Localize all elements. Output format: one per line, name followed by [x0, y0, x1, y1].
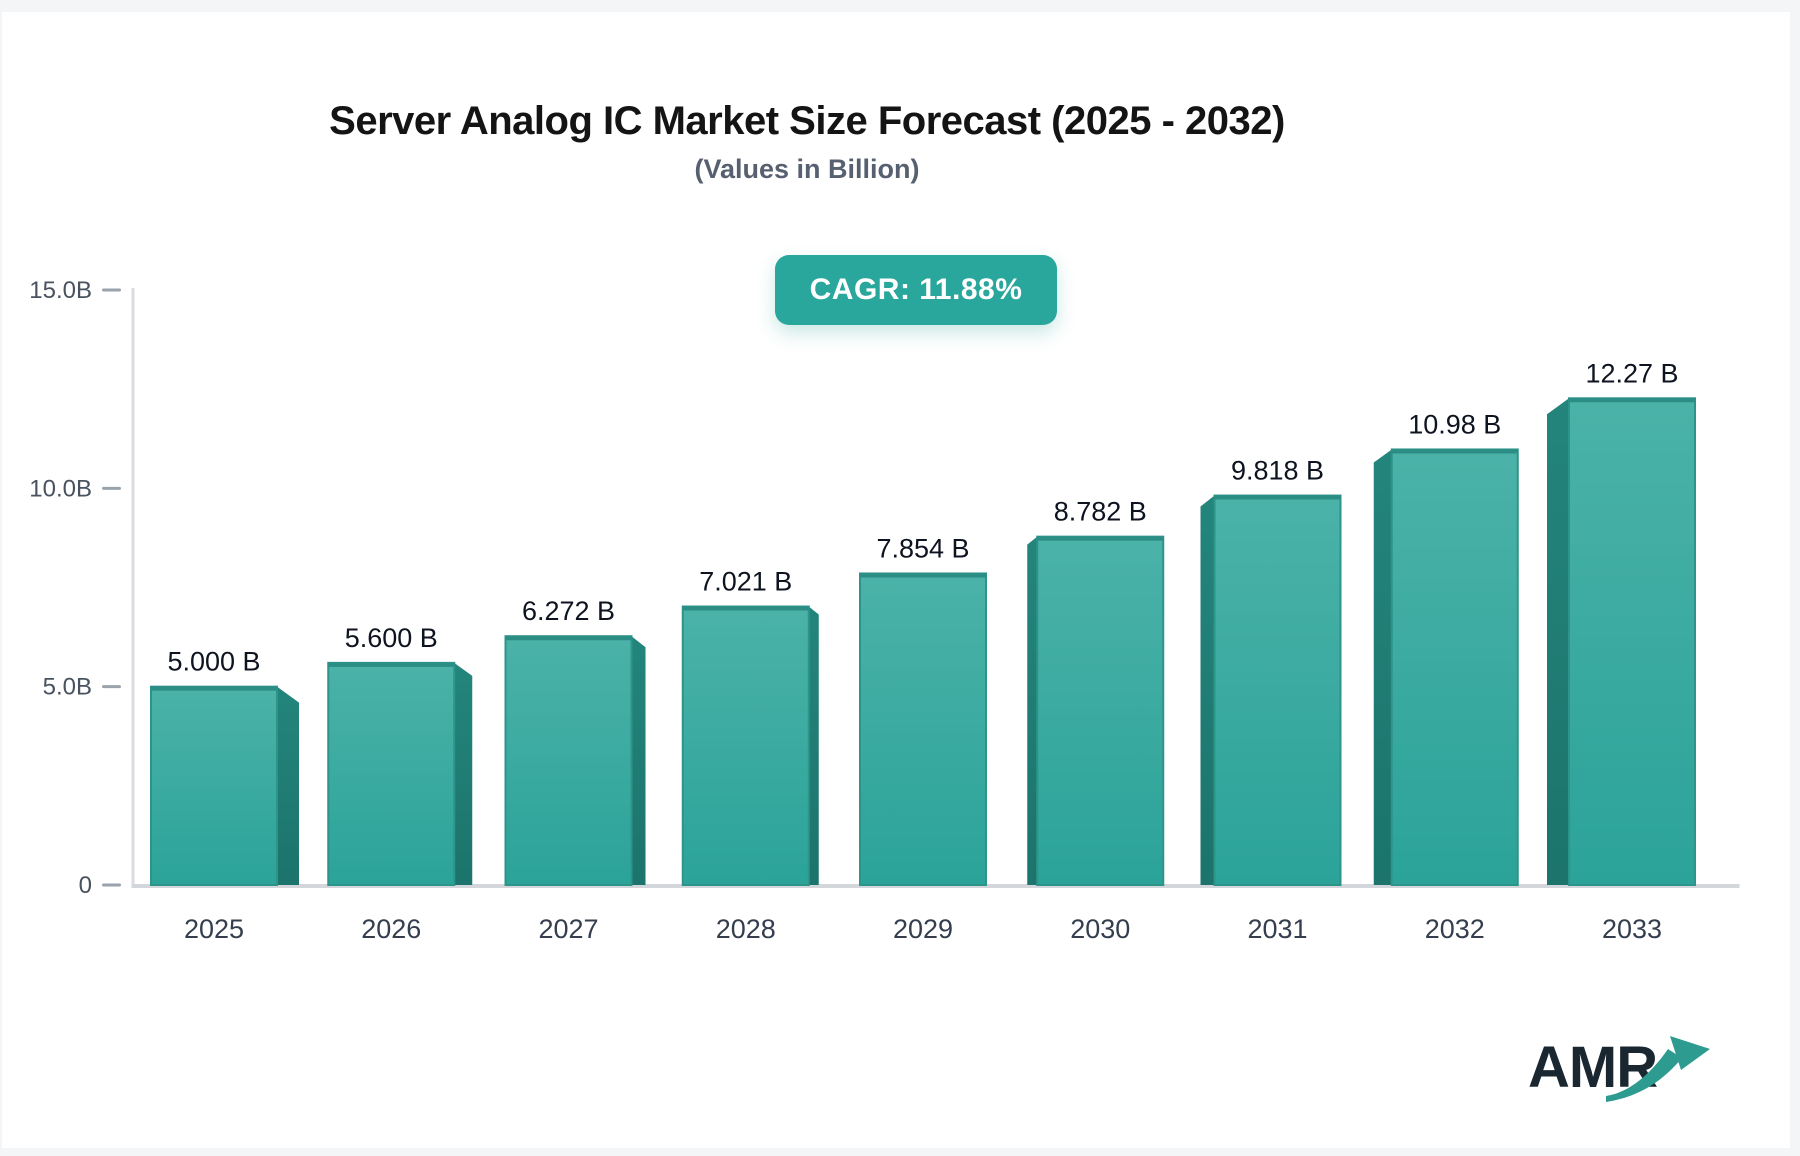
bar-group-2025: 5.000 B 2025 — [150, 647, 299, 944]
x-axis-label: 2030 — [1070, 914, 1130, 944]
bar-side-face — [808, 606, 819, 885]
bar-value-label: 8.782 B — [1054, 497, 1147, 527]
chart-subtitle: (Values in Billion) — [694, 154, 920, 184]
x-axis-label: 2026 — [361, 914, 421, 944]
bar-side-face — [1027, 536, 1038, 885]
bar-face — [1568, 397, 1696, 886]
bar-face — [1213, 494, 1342, 886]
y-tick-mark — [102, 685, 121, 689]
y-tick-label: 5.0B — [43, 674, 92, 701]
bar-side-face — [277, 686, 299, 885]
bar-value-label: 7.854 B — [876, 533, 969, 563]
y-tick-mark — [102, 486, 121, 490]
amr-logo: AMR — [1528, 1034, 1728, 1124]
y-tick-label: 0 — [79, 872, 92, 899]
x-axis-label: 2032 — [1425, 914, 1485, 944]
y-tick-label: 10.0B — [29, 475, 92, 502]
bar-chart: 0 5.0B 10.0B 15.0B 5.000 B 2025 5.600 B 2026 6.2… — [29, 277, 1740, 944]
bar-value-label: 5.000 B — [167, 647, 260, 677]
bar-side-face — [1547, 398, 1569, 885]
bar-face — [150, 685, 278, 887]
bar-group-2028: 7.021 B 2028 — [681, 567, 819, 944]
y-axis-line — [131, 288, 135, 888]
bar-group-2027: 6.272 B 2027 — [504, 596, 646, 944]
bar-side-face — [454, 662, 473, 885]
bar-value-label: 9.818 B — [1231, 456, 1324, 486]
bar-value-label: 10.98 B — [1408, 409, 1501, 439]
bar-group-2026: 5.600 B 2026 — [327, 623, 473, 944]
bar-side-face — [1373, 449, 1392, 885]
y-tick-label: 15.0B — [29, 277, 92, 304]
x-axis-label: 2027 — [538, 914, 598, 944]
cagr-badge: CAGR: 11.88% — [775, 255, 1057, 325]
y-tick-mark — [102, 288, 121, 292]
amr-logo-arrow-icon — [1606, 1036, 1710, 1102]
bar-face — [681, 605, 810, 886]
x-axis-label: 2025 — [184, 914, 244, 944]
x-axis-label: 2028 — [716, 914, 776, 944]
bar-value-label: 12.27 B — [1585, 358, 1678, 388]
chart-header: Server Analog IC Market Size Forecast (2… — [2, 96, 1612, 185]
bar-group-2029: 7.854 B 2029 — [859, 533, 987, 944]
bar-value-label: 7.021 B — [699, 567, 792, 597]
chart-title: Server Analog IC Market Size Forecast (2… — [329, 99, 1285, 143]
bar-face — [1036, 535, 1165, 886]
bar-side-face — [1200, 495, 1215, 885]
bar-side-face — [631, 636, 646, 885]
bar-face — [1390, 448, 1519, 886]
bar-value-label: 6.272 B — [522, 596, 615, 626]
x-axis-label: 2029 — [893, 914, 953, 944]
y-tick-mark — [102, 883, 121, 887]
bar-group-2032: 10.98 B 2032 — [1373, 409, 1519, 944]
bar-group-2031: 9.818 B 2031 — [1200, 456, 1342, 944]
bar-group-2030: 8.782 B 2030 — [1027, 497, 1165, 944]
bar-face — [504, 635, 633, 887]
bar-group-2033: 12.27 B 2033 — [1547, 358, 1696, 944]
bar-face — [859, 572, 987, 886]
bar-value-label: 5.600 B — [345, 623, 438, 653]
x-axis-label: 2031 — [1247, 914, 1307, 944]
bar-face — [327, 661, 456, 886]
chart-canvas: 0 5.0B 10.0B 15.0B 5.000 B 2025 5.600 B 2026 6.2… — [2, 12, 1790, 1148]
x-axis-label: 2033 — [1602, 914, 1662, 944]
cagr-badge-label: CAGR: 11.88% — [809, 273, 1023, 306]
